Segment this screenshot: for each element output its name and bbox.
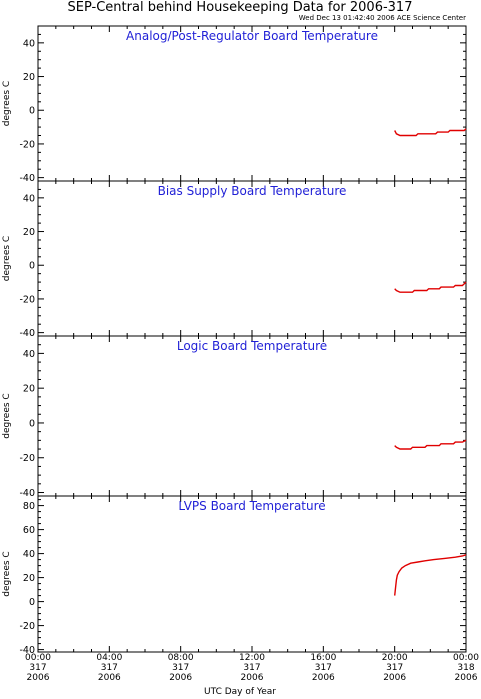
x-tick-doy: 317 <box>101 663 118 673</box>
y-tick-label: -20 <box>19 139 35 150</box>
y-tick-label: -40 <box>19 328 35 339</box>
panel-title: LVPS Board Temperature <box>178 499 325 513</box>
panel-3: -40 -20 0 20 40 degrees C Logic Board Temperat… <box>2 335 467 499</box>
y-tick-label: 60 <box>23 525 35 536</box>
panel-4: -40 -20 0 20 40 60 80 degrees C LVPS Board Tempe… <box>2 495 467 656</box>
figure-subtitle: Wed Dec 13 01:42:40 2006 ACE Science Cen… <box>299 14 466 22</box>
x-tick-doy: 317 <box>243 663 260 673</box>
x-tick-doy: 317 <box>29 663 46 673</box>
x-tick-time: 20:00 <box>382 653 408 663</box>
plot-frame <box>37 495 467 653</box>
series-line <box>394 439 467 450</box>
y-tick-label: 0 <box>29 106 35 117</box>
y-tick-label: 40 <box>23 193 35 204</box>
y-tick-label: 40 <box>23 349 35 360</box>
y-tick-label: 40 <box>23 549 35 560</box>
y-tick-label: 20 <box>23 72 35 83</box>
y-axis-title: degrees C <box>2 236 12 281</box>
y-axis-title: degrees C <box>2 393 12 438</box>
y-axis-title: degrees C <box>2 551 12 596</box>
x-tick-time: 12:00 <box>239 653 265 663</box>
y-tick-label: 80 <box>23 501 35 512</box>
panels-group: -40 -20 0 20 40 degrees C Analog/Post-Regulato… <box>2 25 467 656</box>
y-tick-label: -40 <box>19 173 35 184</box>
y-tick-label: 0 <box>29 261 35 272</box>
y-tick-label: -20 <box>19 453 35 464</box>
panel-title: Bias Supply Board Temperature <box>158 184 347 198</box>
x-tick-doy: 317 <box>386 663 403 673</box>
panel-title: Analog/Post-Regulator Board Temperature <box>126 29 378 43</box>
x-tick-doy: 318 <box>457 663 474 673</box>
x-tick-time: 04:00 <box>96 653 122 663</box>
y-tick-label: 20 <box>23 384 35 395</box>
x-tick-year: 2006 <box>169 673 192 683</box>
plot-frame <box>37 180 467 337</box>
panel-1: -40 -20 0 20 40 degrees C Analog/Post-Regulato… <box>2 25 467 184</box>
x-tick-time: 00:00 <box>453 653 479 663</box>
figure-title: SEP-Central behind Housekeeping Data for… <box>68 0 413 15</box>
plot-frame <box>37 335 467 497</box>
x-axis-labels: 00:00317200604:00317200608:00317200612:0… <box>25 653 479 683</box>
x-tick-time: 08:00 <box>168 653 194 663</box>
panel-title: Logic Board Temperature <box>177 339 327 353</box>
y-tick-label: 20 <box>23 573 35 584</box>
x-tick-time: 16:00 <box>310 653 336 663</box>
y-tick-label: 20 <box>23 227 35 238</box>
x-tick-year: 2006 <box>98 673 121 683</box>
y-tick-label: -20 <box>19 621 35 632</box>
y-tick-label: -40 <box>19 645 35 656</box>
series-line <box>394 128 467 137</box>
y-axis-title: degrees C <box>2 81 12 126</box>
plot-frame <box>37 25 467 182</box>
y-tick-label: -20 <box>19 294 35 305</box>
x-tick-time: 00:00 <box>25 653 51 663</box>
series-line <box>394 281 467 293</box>
x-tick-year: 2006 <box>383 673 406 683</box>
x-tick-year: 2006 <box>312 673 335 683</box>
y-tick-label: -40 <box>19 488 35 499</box>
y-tick-label: 0 <box>29 597 35 608</box>
x-axis-title: UTC Day of Year <box>204 687 276 697</box>
y-tick-label: 0 <box>29 418 35 429</box>
x-tick-year: 2006 <box>27 673 50 683</box>
x-tick-year: 2006 <box>241 673 264 683</box>
x-tick-doy: 317 <box>315 663 332 673</box>
y-tick-label: 40 <box>23 38 35 49</box>
panel-2: -40 -20 0 20 40 degrees C Bias Supply Board Te… <box>2 180 467 339</box>
x-tick-year: 2006 <box>455 673 478 683</box>
x-tick-doy: 317 <box>172 663 189 673</box>
series-line <box>394 554 467 596</box>
